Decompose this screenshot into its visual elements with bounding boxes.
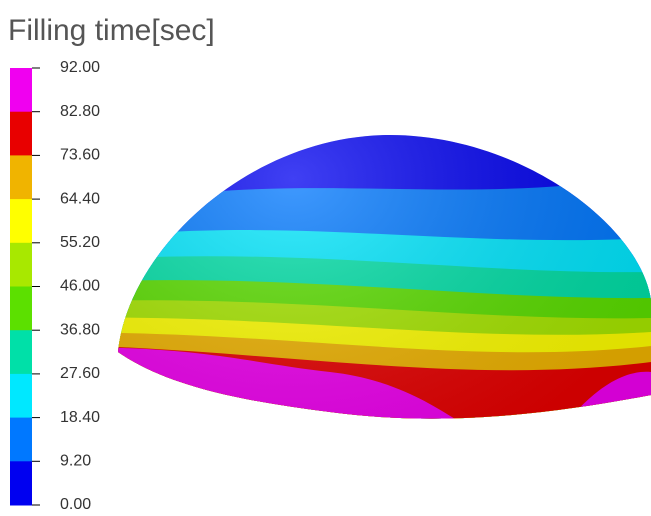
legend-swatch	[10, 287, 32, 331]
legend-swatch	[10, 155, 32, 199]
legend-swatch	[10, 68, 32, 112]
legend-label: 64.40	[60, 190, 100, 207]
legend-swatch	[10, 112, 32, 156]
legend-label: 36.80	[60, 321, 100, 338]
legend-label: 9.20	[60, 453, 91, 470]
legend-swatch	[10, 330, 32, 374]
legend-swatch	[10, 461, 32, 505]
legend-swatch	[10, 418, 32, 462]
legend-label: 55.20	[60, 234, 100, 251]
legend-label: 27.60	[60, 365, 100, 382]
page: Filling time[sec] 92.00 82.80 73.60 64.40 55…	[0, 0, 651, 511]
legend-label: 73.60	[60, 147, 100, 164]
color-legend: 92.00 82.80 73.60 64.40 55.20 46.00 36.80 27.60…	[10, 59, 100, 511]
legend-label: 0.00	[60, 496, 91, 511]
legend-swatch	[10, 199, 32, 243]
legend-label: 46.00	[60, 278, 100, 295]
legend-label: 18.40	[60, 409, 100, 426]
title: Filling time[sec]	[8, 14, 215, 47]
legend-swatch	[10, 374, 32, 418]
legend-label: 82.80	[60, 103, 100, 120]
legend-swatch	[10, 243, 32, 287]
dome-contour	[0, 0, 651, 511]
shading	[0, 0, 651, 511]
legend-label: 92.00	[60, 59, 100, 76]
